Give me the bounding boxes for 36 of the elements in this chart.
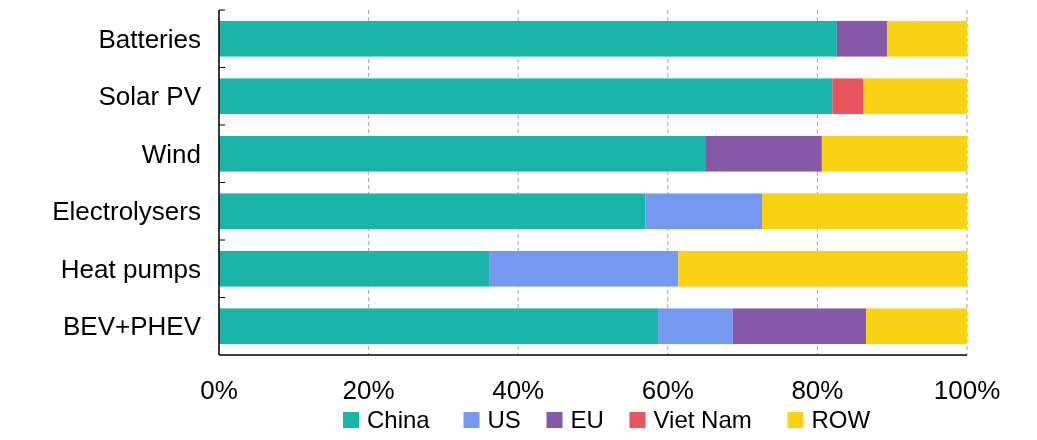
bar: [821, 135, 967, 172]
bar: [219, 78, 833, 115]
bar: [705, 135, 822, 172]
bar: [678, 250, 967, 287]
bar: [863, 78, 967, 115]
y-tick-label: Electrolysers: [52, 196, 201, 227]
y-tick-label: Batteries: [98, 23, 201, 54]
legend-label: US: [487, 406, 521, 433]
bar: [836, 20, 887, 57]
bar: [832, 78, 864, 115]
bar: [489, 250, 679, 287]
x-tick-label: 40%: [492, 375, 545, 405]
legend-label: China: [367, 406, 431, 433]
y-tick-label: Solar PV: [98, 81, 202, 112]
legend-label: EU: [570, 406, 604, 433]
y-tick-label: Wind: [141, 138, 201, 169]
bar: [219, 135, 706, 172]
y-tick-label: BEV+PHEV: [62, 311, 202, 342]
x-tick-label: 60%: [641, 375, 694, 405]
bar: [219, 193, 646, 230]
bar: [645, 193, 763, 230]
bar: [886, 20, 967, 57]
y-tick-label: Heat pumps: [60, 253, 201, 284]
bar: [866, 308, 967, 345]
bar: [219, 20, 837, 57]
bar: [762, 193, 967, 230]
x-tick-label: 0%: [200, 375, 238, 405]
legend-label: ROW: [811, 406, 871, 433]
legend-label: Viet Nam: [653, 406, 752, 433]
x-tick-label: 100%: [933, 375, 1001, 405]
bar: [219, 250, 490, 287]
x-tick-label: 20%: [342, 375, 395, 405]
x-tick-label: 80%: [791, 375, 844, 405]
bar: [219, 308, 659, 345]
bar: [658, 308, 733, 345]
bar: [732, 308, 867, 345]
